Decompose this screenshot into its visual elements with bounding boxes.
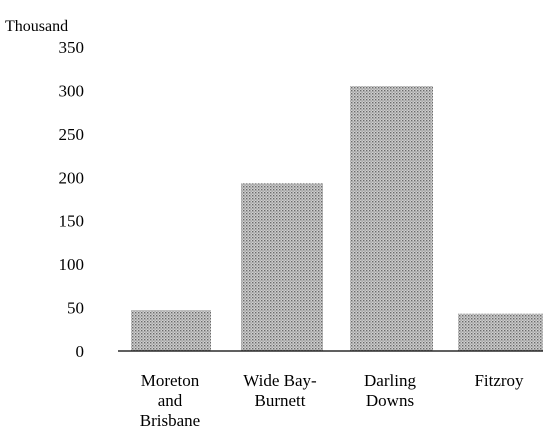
y-tick-label: 350 [59,38,85,57]
y-tick-label: 100 [59,255,85,274]
y-tick-label: 300 [59,81,85,100]
y-tick-label: 150 [59,212,85,231]
y-tick-label: 200 [59,168,85,187]
y-tick-label: 250 [59,125,85,144]
x-category-label: Darling Downs [364,371,416,410]
x-category-label: Wide Bay-Burnett [243,371,317,410]
x-category-label-line: Burnett [255,391,306,410]
bar [350,86,433,351]
x-category-label-line: Fitzroy [474,371,524,390]
x-category-label: Fitzroy [474,371,524,390]
y-axis-tick-labels: 0 50 100 150 200 250 300 350 [59,38,85,361]
y-tick-label: 50 [67,299,84,318]
bar [241,183,323,351]
x-axis-category-labels: Moreton and Brisbane Wide Bay-Burnett Darlin… [140,371,524,430]
x-category-label-line: and [158,391,183,410]
bar [131,310,211,351]
x-category-label-line: Downs [366,391,414,410]
bars [131,86,543,351]
y-tick-label: 0 [76,342,85,361]
x-category-label-line: Darling [364,371,416,390]
x-category-label-line: Wide Bay- [243,371,317,390]
x-category-label-line: Brisbane [140,411,200,430]
y-axis-unit-label: Thousand [5,18,68,35]
x-category-label: Moreton and Brisbane [140,371,200,430]
bar [458,313,543,351]
x-category-label-line: Moreton [141,371,200,390]
